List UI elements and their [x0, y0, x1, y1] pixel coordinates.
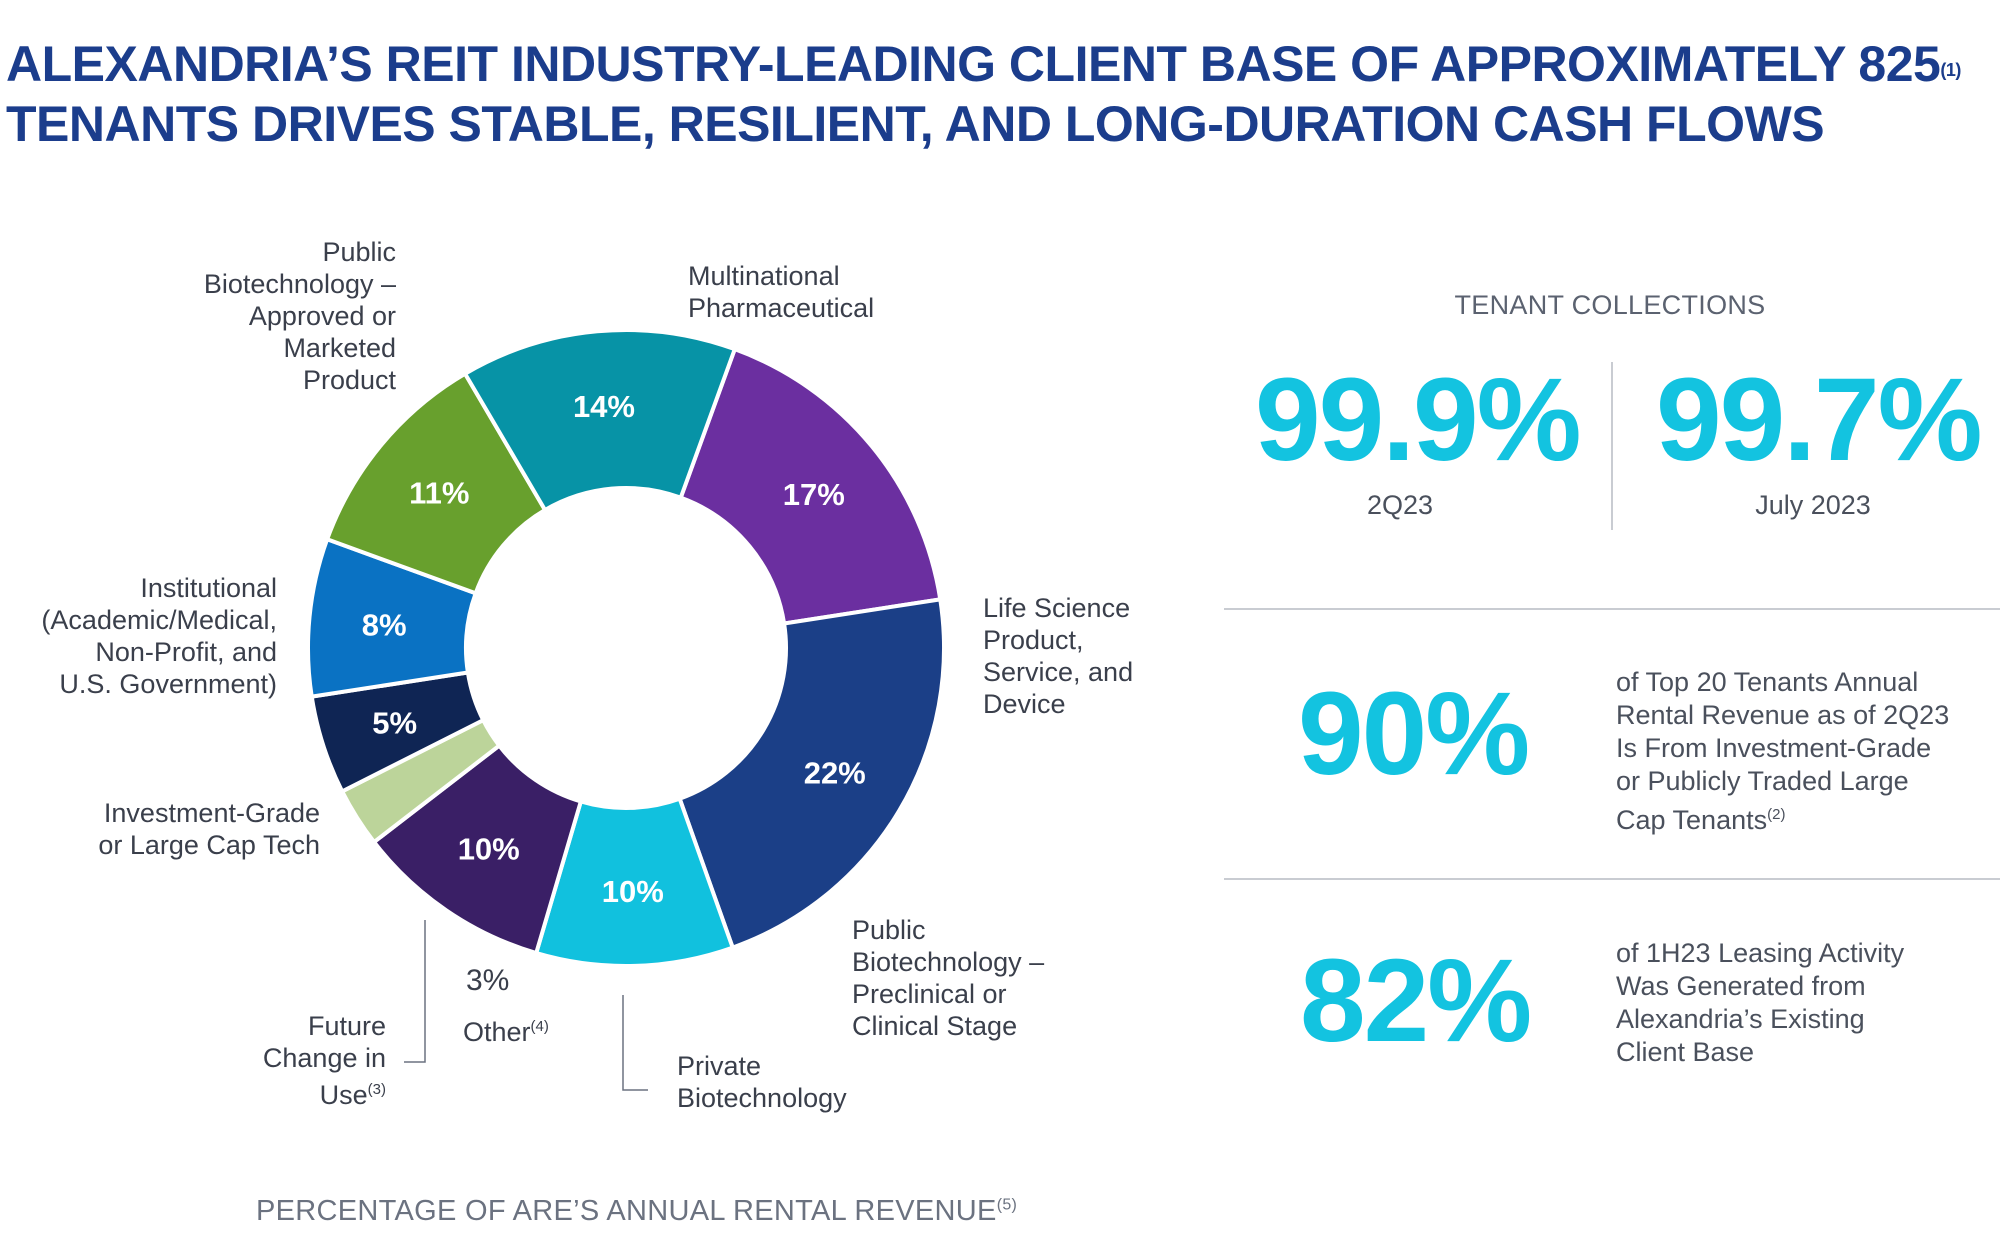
- chart-caption: PERCENTAGE OF ARE’S ANNUAL RENTAL REVENU…: [256, 1195, 1018, 1227]
- label-multinational-pharma: Multinational Pharmaceutical: [688, 261, 875, 323]
- leader-line-future-change: [404, 920, 426, 1063]
- label-future-change: Future Change in Use(3): [262, 1011, 386, 1110]
- slice-value-label-3: 10%: [458, 832, 520, 867]
- slice-value-label-5: 5%: [372, 705, 417, 740]
- slice-value-label-2: 10%: [602, 874, 664, 909]
- label-life-science: Life Science Product, Service, and Device: [983, 593, 1134, 719]
- slice-value-label-8: 14%: [573, 389, 635, 424]
- other-value-label: 3%: [466, 964, 510, 997]
- leasing-value: 82%: [1300, 935, 1532, 1067]
- label-private-biotech: Private Biotechnology: [677, 1051, 847, 1113]
- title-footnote: (1): [1940, 60, 1961, 80]
- slice-value-label-6: 8%: [362, 607, 407, 642]
- title-line-2: TENANTS DRIVES STABLE, RESILIENT, AND LO…: [6, 96, 1825, 152]
- july-collections-value: 99.7%: [1656, 354, 1983, 486]
- slice-value-label-7: 11%: [409, 475, 469, 510]
- q-collections-value: 99.9%: [1255, 354, 1582, 486]
- label-approved-marketed: Public Biotechnology – Approved or Marketed…: [203, 237, 396, 395]
- slice-value-label-0: 17%: [783, 477, 845, 512]
- slice-value-label-1: 22%: [804, 755, 866, 790]
- page-title: ALEXANDRIA’S REIT INDUSTRY-LEADING CLIEN…: [6, 34, 1996, 154]
- donut-slice-0: [678, 346, 943, 626]
- top20-description: of Top 20 Tenants Annual Rental Revenue a…: [1616, 667, 1950, 835]
- label-preclinical: Public Biotechnology – Preclinical or Clini…: [852, 915, 1045, 1041]
- donut-slice-8: [462, 328, 738, 513]
- label-other: Other(4): [463, 1017, 549, 1047]
- top20-value: 90%: [1298, 668, 1530, 800]
- label-investment-grade: Investment-Grade or Large Cap Tech: [98, 798, 320, 860]
- title-line-1: ALEXANDRIA’S REIT INDUSTRY-LEADING CLIEN…: [6, 36, 1941, 92]
- donut-slice-1: [677, 597, 946, 951]
- july-collections-label: July 2023: [1755, 490, 1871, 520]
- leader-line-private-biotech: [622, 995, 648, 1091]
- donut-chart: 17% 22% 10% 10% 5% 8% 11% 14%: [306, 328, 946, 1091]
- divider-1: [1224, 608, 2000, 610]
- collections-divider: [1611, 362, 1613, 530]
- label-institutional: Institutional (Academic/Medical, Non-Profi…: [41, 573, 277, 699]
- q-collections-label: 2Q23: [1366, 490, 1434, 520]
- tenant-collections-header: TENANT COLLECTIONS: [1454, 290, 1766, 320]
- leasing-description: of 1H23 Leasing Activity Was Generated fr…: [1616, 938, 1905, 1067]
- divider-2: [1224, 878, 2000, 880]
